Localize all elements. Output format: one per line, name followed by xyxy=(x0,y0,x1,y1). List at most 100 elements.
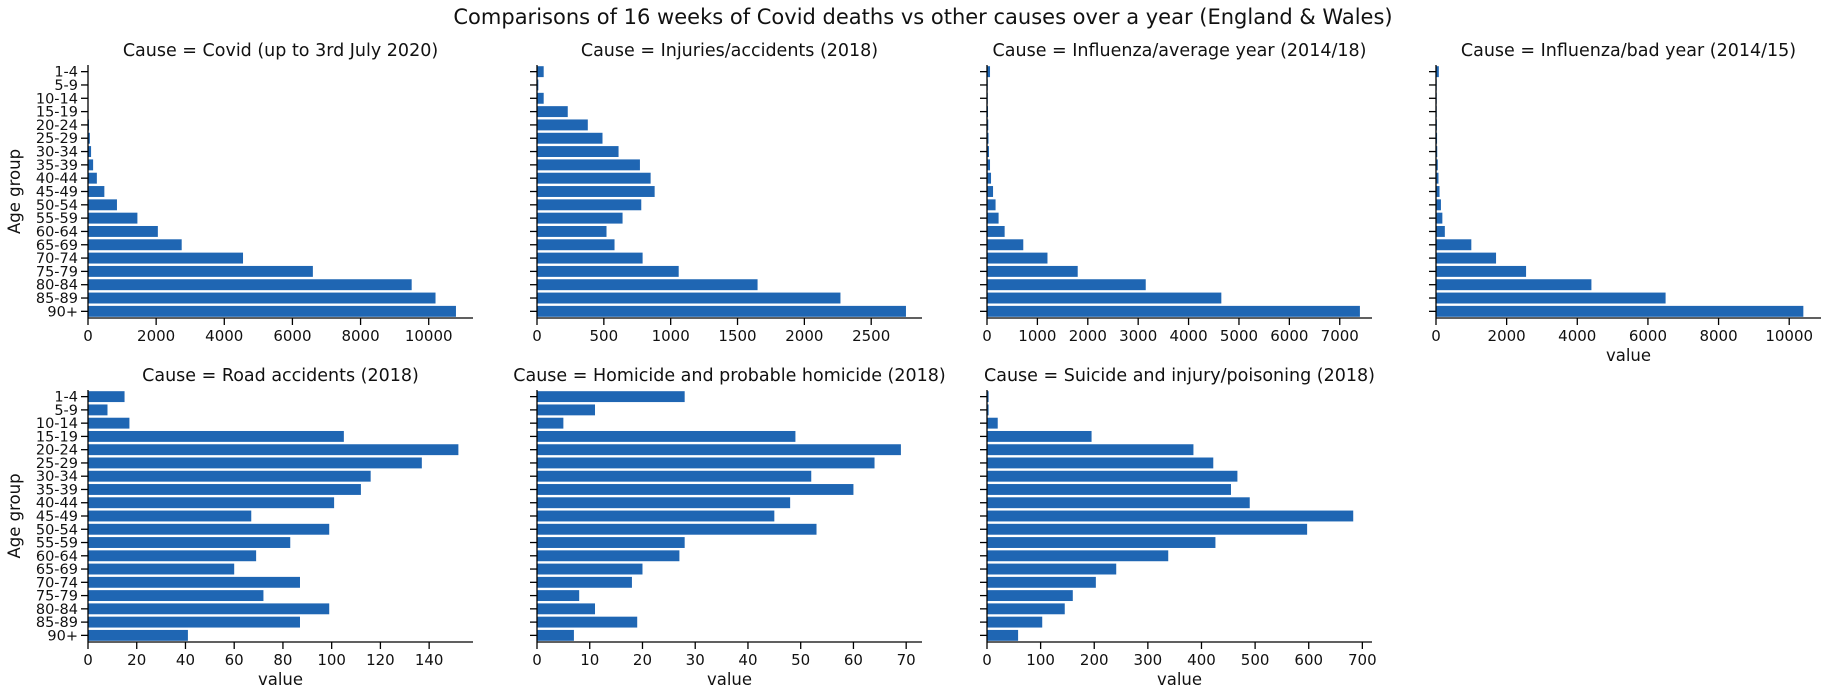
bar-65-69 xyxy=(537,563,643,575)
bar-70-74 xyxy=(88,576,300,588)
y-tick-label: 50-54 xyxy=(36,198,78,214)
bar-50-54 xyxy=(537,199,642,211)
bar-1-4 xyxy=(537,66,544,78)
y-tick-label: 35-39 xyxy=(36,158,78,174)
bar-10-14 xyxy=(537,417,564,429)
bar-55-59 xyxy=(987,537,1216,548)
y-tick-label: 70-74 xyxy=(36,251,78,267)
bar-1-4 xyxy=(1436,66,1439,78)
x-tick-label: 7000 xyxy=(1321,327,1359,345)
bar-50-54 xyxy=(88,523,330,535)
bar-90+ xyxy=(987,629,1019,641)
y-tick-label: 10-14 xyxy=(36,91,78,107)
x-tick-label: 500 xyxy=(1241,651,1270,669)
bar-30-34 xyxy=(987,146,990,158)
bar-90+ xyxy=(1436,305,1804,317)
bar-25-29 xyxy=(88,457,422,469)
bar-30-34 xyxy=(537,146,619,158)
y-tick-label: 40-44 xyxy=(36,171,78,187)
bar-45-49 xyxy=(1436,186,1440,197)
y-tick-label: 1-4 xyxy=(54,390,78,406)
bar-40-44 xyxy=(88,497,335,509)
bar-70-74 xyxy=(987,252,1048,264)
panel-title: Cause = Influenza/average year (2014/18) xyxy=(993,41,1367,61)
x-tick-label: 0 xyxy=(982,651,992,669)
bar-15-19 xyxy=(537,430,796,442)
bar-45-49 xyxy=(88,186,105,197)
bar-55-59 xyxy=(1436,212,1443,224)
bar-35-39 xyxy=(987,484,1231,495)
x-tick-label: 6000 xyxy=(1629,327,1667,345)
panel-title: Cause = Suicide and injury/poisoning (20… xyxy=(984,366,1375,386)
y-tick-label: 70-74 xyxy=(36,575,78,591)
bar-60-64 xyxy=(537,550,680,562)
y-tick-label: 25-29 xyxy=(36,456,78,472)
x-tick-label: 400 xyxy=(1187,651,1216,669)
bar-85-89 xyxy=(537,292,841,304)
x-tick-label: 100 xyxy=(317,651,346,669)
y-tick-label: 60-64 xyxy=(36,224,78,240)
bar-65-69 xyxy=(88,239,182,251)
bar-60-64 xyxy=(88,550,257,562)
bar-70-74 xyxy=(537,576,632,588)
y-tick-label: 35-39 xyxy=(36,482,78,498)
y-tick-label: 25-29 xyxy=(36,131,78,147)
panel-6: Cause = Homicide and probable homicide (… xyxy=(513,366,945,689)
panel-title: Cause = Road accidents (2018) xyxy=(142,366,419,386)
bar-5-9 xyxy=(88,404,108,416)
x-tick-label: 700 xyxy=(1348,651,1377,669)
x-tick-label: 140 xyxy=(415,651,444,669)
x-tick-label: 5000 xyxy=(1220,327,1258,345)
y-tick-label: 85-89 xyxy=(36,291,78,307)
bar-25-29 xyxy=(987,457,1214,469)
panels: Cause = Covid (up to 3rd July 2020)1-45-… xyxy=(5,41,1821,689)
x-tick-label: 80 xyxy=(273,651,292,669)
x-tick-label: 2000 xyxy=(1488,327,1526,345)
x-tick-label: 0 xyxy=(83,327,93,345)
bar-60-64 xyxy=(537,225,607,237)
bar-1-4 xyxy=(987,391,989,403)
bar-40-44 xyxy=(987,497,1250,509)
bar-50-54 xyxy=(88,199,117,211)
x-tick-label: 3000 xyxy=(1119,327,1157,345)
x-tick-label: 1000 xyxy=(1018,327,1056,345)
panel-4: Cause = Influenza/bad year (2014/15) 0 200… xyxy=(1429,41,1821,365)
bar-35-39 xyxy=(537,159,640,171)
y-tick-label: 55-59 xyxy=(36,536,78,552)
bar-65-69 xyxy=(1436,239,1472,251)
x-tick-label: 120 xyxy=(366,651,395,669)
x-tick-label: 0 xyxy=(982,327,992,345)
bar-30-34 xyxy=(537,470,812,482)
panel-title: Cause = Injuries/accidents (2018) xyxy=(581,41,878,61)
bar-85-89 xyxy=(88,292,436,304)
bar-20-24 xyxy=(987,444,1194,456)
bar-75-79 xyxy=(537,590,580,602)
y-tick-label: 1-4 xyxy=(54,65,78,81)
x-axis-label: value xyxy=(1157,670,1202,689)
bar-80-84 xyxy=(987,603,1065,615)
bar-70-74 xyxy=(88,252,244,264)
bar-85-89 xyxy=(1436,292,1666,304)
figure-title: Comparisons of 16 weeks of Covid deaths … xyxy=(453,5,1392,29)
bar-1-4 xyxy=(88,391,125,403)
bar-80-84 xyxy=(1436,279,1592,291)
x-tick-label: 60 xyxy=(844,651,863,669)
bar-40-44 xyxy=(1436,172,1439,184)
x-tick-label: 20 xyxy=(633,651,652,669)
bar-85-89 xyxy=(987,616,1043,628)
bar-35-39 xyxy=(88,484,361,495)
x-tick-label: 30 xyxy=(686,651,705,669)
bar-1-4 xyxy=(537,391,685,403)
y-axis-label: Age group xyxy=(5,149,24,234)
y-tick-label: 30-34 xyxy=(36,469,78,485)
bar-10-14 xyxy=(987,417,998,429)
y-tick-label: 20-24 xyxy=(36,443,78,459)
y-axis-label: Age group xyxy=(5,473,24,558)
x-tick-label: 600 xyxy=(1294,651,1323,669)
x-tick-label: 2000 xyxy=(137,327,175,345)
bar-55-59 xyxy=(88,537,291,548)
bar-90+ xyxy=(537,629,574,641)
y-tick-label: 30-34 xyxy=(36,145,78,161)
bar-80-84 xyxy=(537,603,596,615)
